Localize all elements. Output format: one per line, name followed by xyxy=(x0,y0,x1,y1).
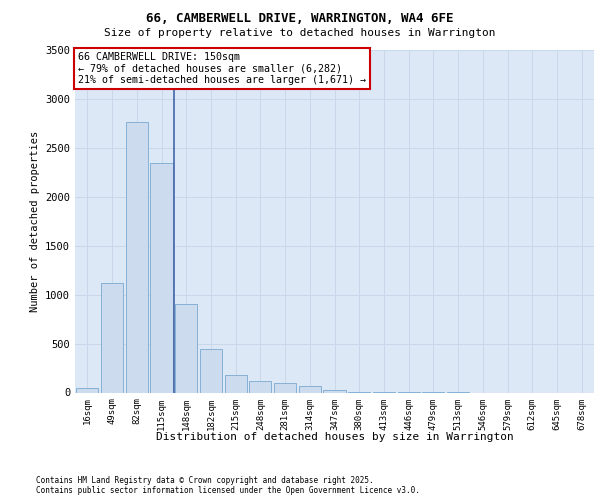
Text: 66 CAMBERWELL DRIVE: 150sqm
← 79% of detached houses are smaller (6,282)
21% of : 66 CAMBERWELL DRIVE: 150sqm ← 79% of det… xyxy=(77,52,365,85)
Bar xyxy=(151,162,173,392)
Bar xyxy=(175,304,197,392)
Bar xyxy=(101,283,123,393)
Text: Contains public sector information licensed under the Open Government Licence v3: Contains public sector information licen… xyxy=(36,486,420,495)
Bar xyxy=(200,350,222,393)
X-axis label: Distribution of detached houses by size in Warrington: Distribution of detached houses by size … xyxy=(155,432,514,442)
Bar xyxy=(224,375,247,392)
Text: Contains HM Land Registry data © Crown copyright and database right 2025.: Contains HM Land Registry data © Crown c… xyxy=(36,476,374,485)
Bar xyxy=(249,381,271,392)
Bar xyxy=(274,383,296,392)
Bar xyxy=(125,122,148,392)
Bar xyxy=(76,388,98,392)
Bar xyxy=(323,390,346,392)
Text: Size of property relative to detached houses in Warrington: Size of property relative to detached ho… xyxy=(104,28,496,38)
Bar xyxy=(299,386,321,392)
Text: 66, CAMBERWELL DRIVE, WARRINGTON, WA4 6FE: 66, CAMBERWELL DRIVE, WARRINGTON, WA4 6F… xyxy=(146,12,454,25)
Y-axis label: Number of detached properties: Number of detached properties xyxy=(29,130,40,312)
